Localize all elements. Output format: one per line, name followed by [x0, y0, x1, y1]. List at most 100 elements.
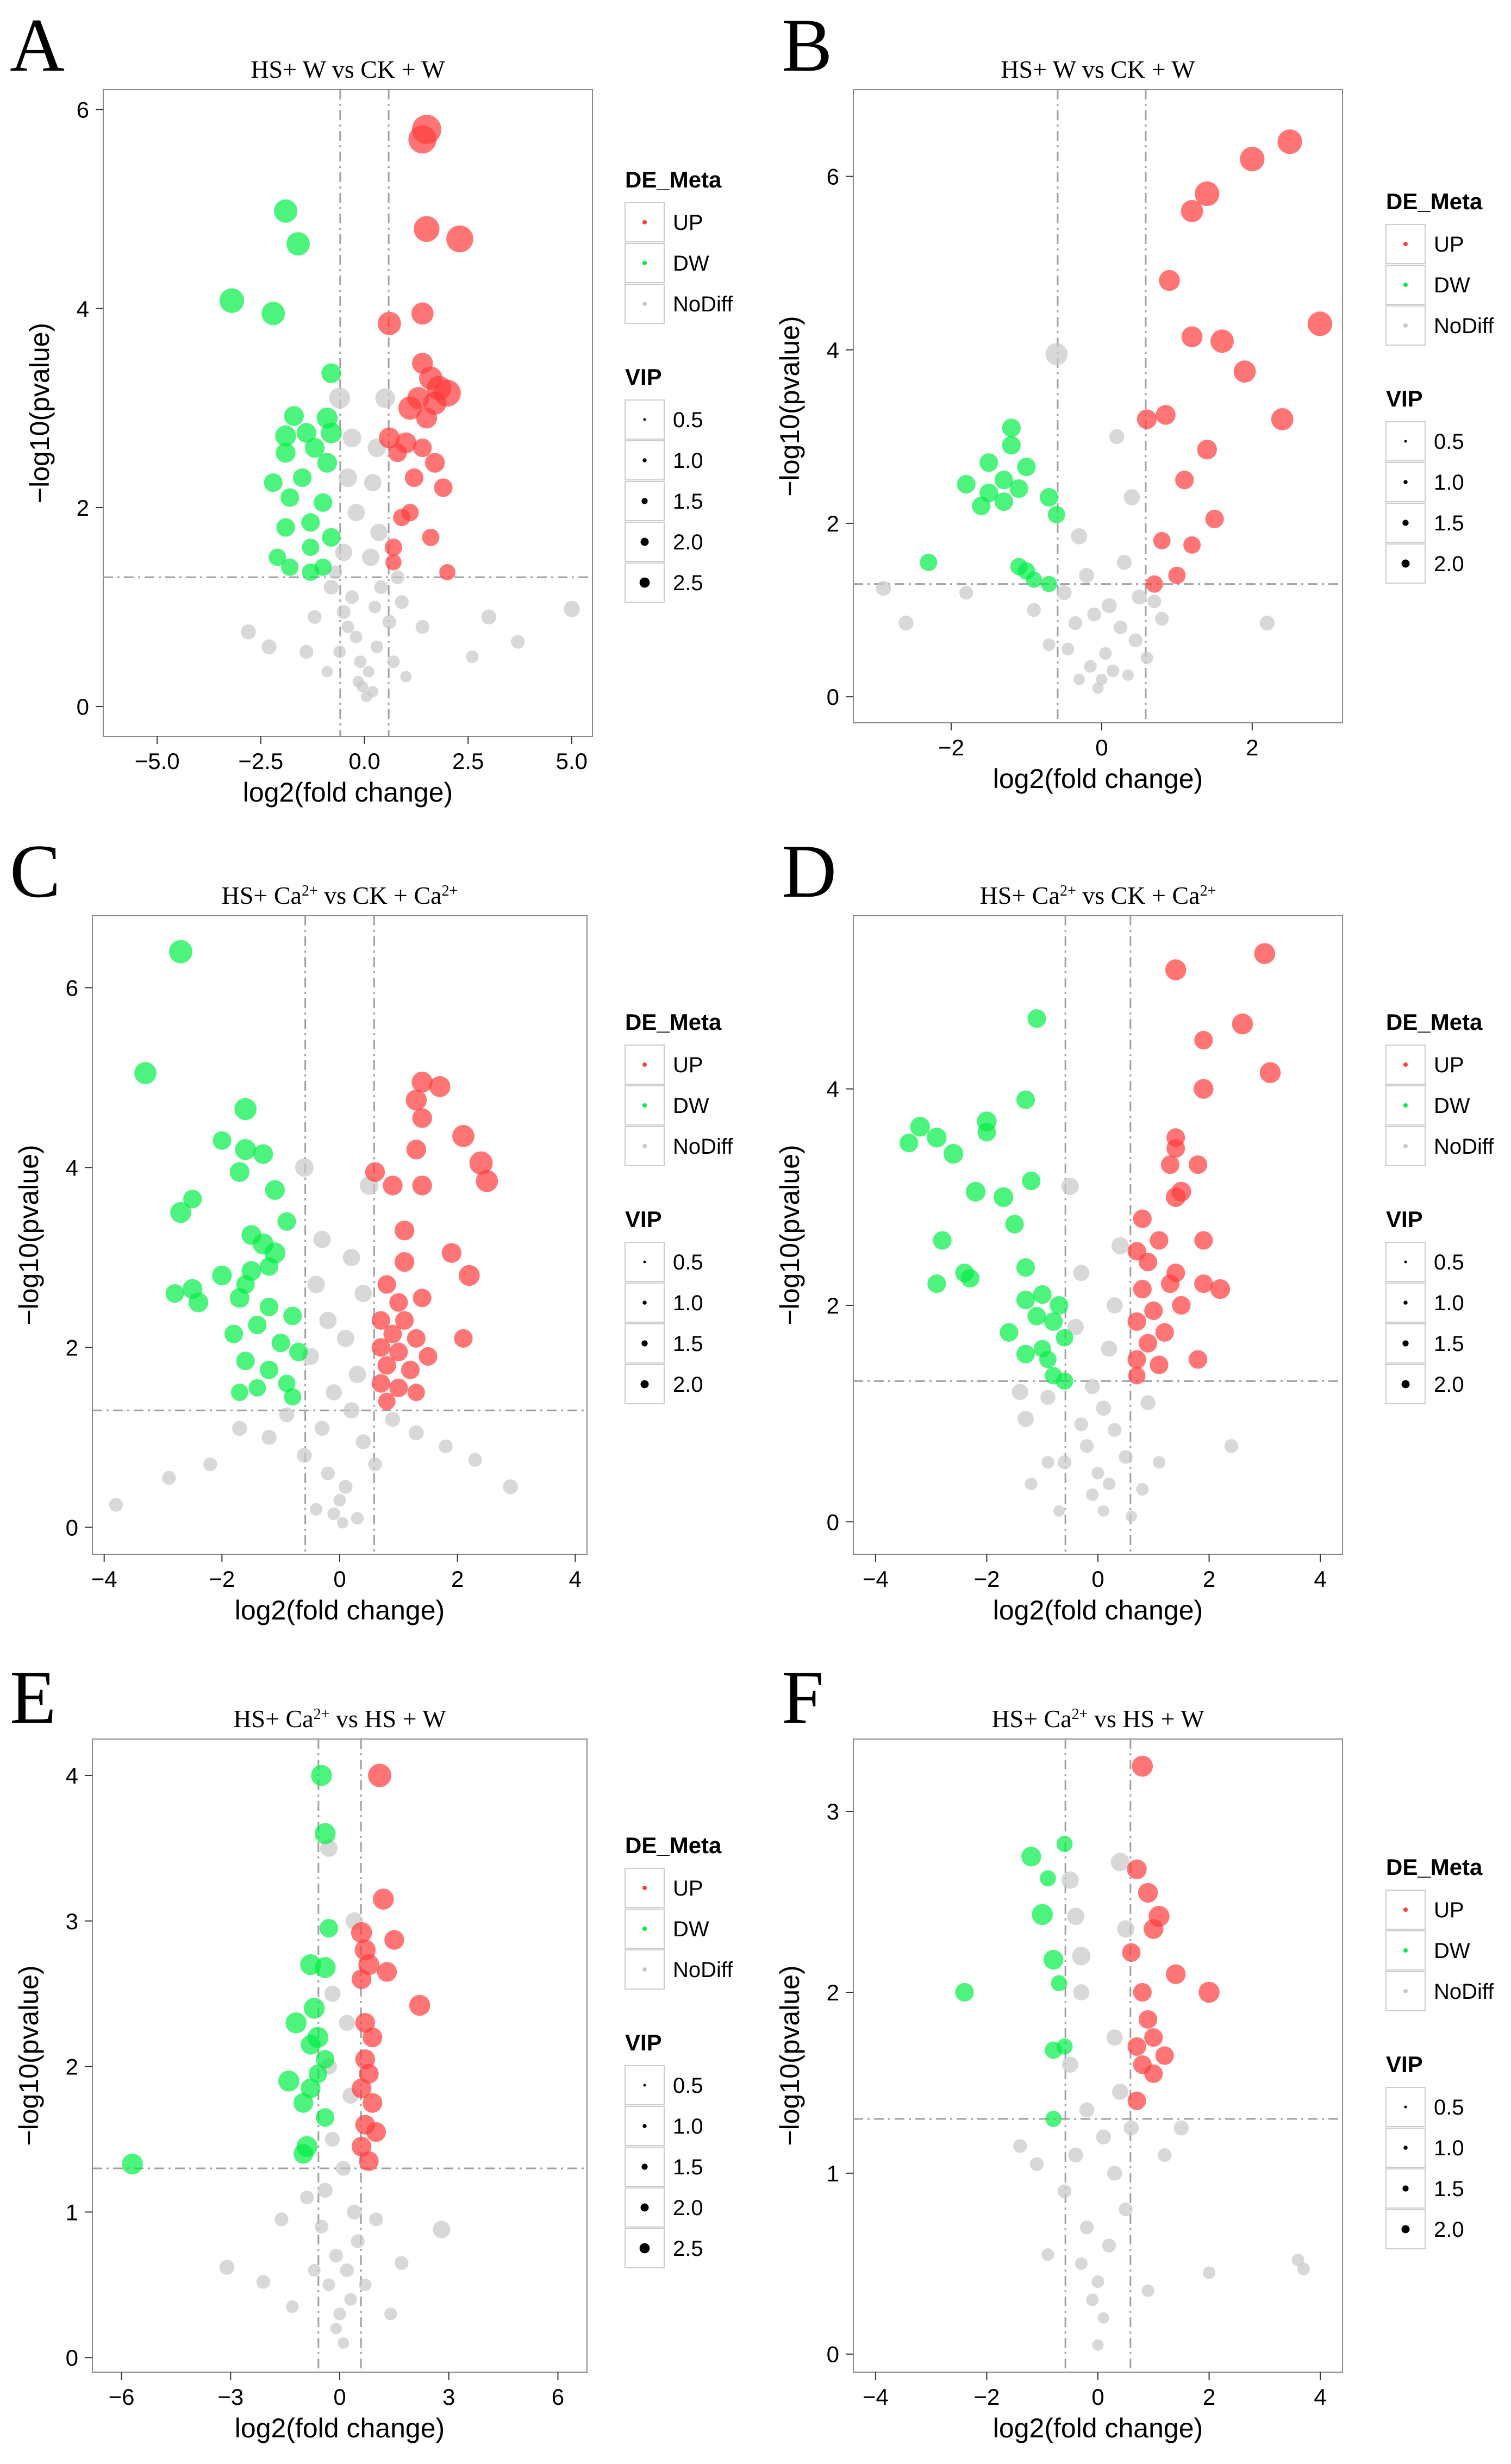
y-tick-label: 2 — [827, 511, 839, 536]
up-point — [1137, 409, 1157, 429]
up-point — [1188, 1155, 1208, 1174]
nodiff-point — [342, 428, 361, 447]
up-point — [1172, 1296, 1191, 1315]
nodiff-point — [959, 585, 973, 600]
legend-key — [625, 1283, 665, 1323]
y-axis-label: −log10(pvalue) — [775, 1965, 805, 2146]
nodiff-point — [1091, 1467, 1104, 1480]
legend-group-label: UP — [673, 211, 703, 235]
dw-point — [994, 492, 1014, 511]
up-point — [1195, 181, 1220, 207]
dw-point — [1033, 1340, 1051, 1358]
nodiff-point — [1071, 528, 1088, 545]
up-point — [469, 1151, 493, 1175]
nodiff-point — [370, 640, 383, 653]
legend-size-label: 1.5 — [1434, 511, 1464, 535]
up-point — [385, 554, 402, 571]
x-tick-label: −4 — [91, 1566, 117, 1592]
nodiff-point — [336, 605, 351, 619]
dw-point — [234, 1098, 257, 1121]
nodiff-point — [481, 609, 497, 625]
legend-group-title: DE_Meta — [625, 1009, 722, 1035]
dw-point — [213, 1131, 232, 1150]
legend-key-dot — [642, 1144, 647, 1148]
legend-size-dot — [643, 2084, 646, 2087]
up-point — [368, 1763, 392, 1787]
nodiff-point — [339, 1480, 353, 1494]
x-tick-label: 4 — [1314, 2384, 1326, 2410]
legend: DE_Meta UP DW NoDiff VIP 0.5 1.0 1.5 2.0 2.5 — [625, 1833, 733, 2268]
dw-point — [1051, 1975, 1067, 1992]
legend-key-dot — [642, 1062, 647, 1067]
nodiff-point — [1141, 2284, 1154, 2297]
dw-point — [293, 2093, 314, 2113]
nodiff-point — [345, 590, 359, 604]
up-point — [1144, 1301, 1163, 1321]
legend-size-label: 1.0 — [673, 1291, 703, 1315]
up-point — [1188, 1350, 1208, 1369]
nodiff-point — [1224, 1439, 1239, 1453]
nodiff-point — [321, 1466, 335, 1480]
y-axis-label: −log10(pvalue) — [775, 316, 805, 496]
plot-frame — [92, 1738, 588, 2373]
legend-size-label: 1.0 — [673, 449, 703, 473]
up-point — [395, 1311, 414, 1330]
nodiff-point — [333, 2307, 346, 2321]
dw-point — [1033, 1285, 1052, 1304]
dw-point — [927, 1128, 947, 1148]
legend-key-dot — [642, 261, 647, 265]
nodiff-point — [511, 635, 525, 649]
dw-point — [1041, 576, 1057, 592]
nodiff-point — [1084, 660, 1097, 673]
dw-point — [219, 288, 245, 313]
nodiff-point — [335, 543, 353, 561]
y-tick-label: 1 — [827, 2161, 839, 2186]
up-point — [384, 539, 402, 556]
nodiff-point — [335, 2161, 351, 2176]
up-point — [412, 1175, 432, 1196]
nodiff-point — [347, 504, 365, 522]
nodiff-point — [369, 2212, 383, 2227]
panel-c: C HS+ Ca2+ vs CK + Ca2+−4 −2 0 2 40246log2(fo… — [10, 829, 733, 1625]
nodiff-point — [1086, 2293, 1099, 2306]
dw-point — [1045, 2111, 1062, 2127]
legend-size-dot — [1404, 2105, 1407, 2109]
title-text: vs HS + W — [329, 1705, 446, 1733]
up-point — [411, 302, 434, 325]
legend-size-title: VIP — [1386, 1206, 1423, 1232]
nodiff-point — [390, 570, 405, 584]
dw-point — [1016, 1258, 1035, 1277]
legend-key-dot — [1403, 1103, 1408, 1108]
x-tick-label: −6 — [109, 2384, 135, 2410]
nodiff-point — [367, 686, 379, 698]
legend-size-label: 2.0 — [673, 530, 703, 554]
up-point — [1205, 509, 1224, 529]
title-text: HS+ W vs CK + W — [1001, 55, 1195, 83]
dw-point — [1005, 1215, 1024, 1234]
nodiff-point — [314, 1421, 330, 1436]
up-point — [412, 1108, 432, 1128]
legend-size-label: 2.0 — [1434, 552, 1464, 576]
title-superscript: 2+ — [314, 1706, 330, 1723]
nodiff-point — [1062, 642, 1075, 655]
nodiff-point — [274, 2212, 289, 2227]
up-point — [434, 478, 453, 497]
up-point — [1197, 440, 1217, 460]
legend-group-label: NoDiff — [1434, 314, 1494, 338]
plot-frame — [853, 1738, 1343, 2373]
legend-group-label: NoDiff — [673, 292, 733, 316]
x-tick-label: −4 — [863, 2384, 889, 2410]
legend-group-label: UP — [1434, 1898, 1464, 1922]
up-point — [454, 1329, 473, 1348]
dw-point — [979, 453, 998, 472]
nodiff-point — [348, 1366, 366, 1384]
title-superscript: 2+ — [1072, 1706, 1088, 1723]
up-point — [1271, 408, 1294, 430]
nodiff-point — [395, 2256, 409, 2270]
panel-letter: F — [782, 1655, 824, 1740]
x-tick-label: 2 — [451, 1566, 464, 1592]
dw-point — [1040, 1870, 1056, 1887]
nodiff-point — [1053, 1505, 1065, 1517]
y-tick-label: 0 — [827, 1509, 839, 1535]
nodiff-point — [1045, 343, 1068, 366]
